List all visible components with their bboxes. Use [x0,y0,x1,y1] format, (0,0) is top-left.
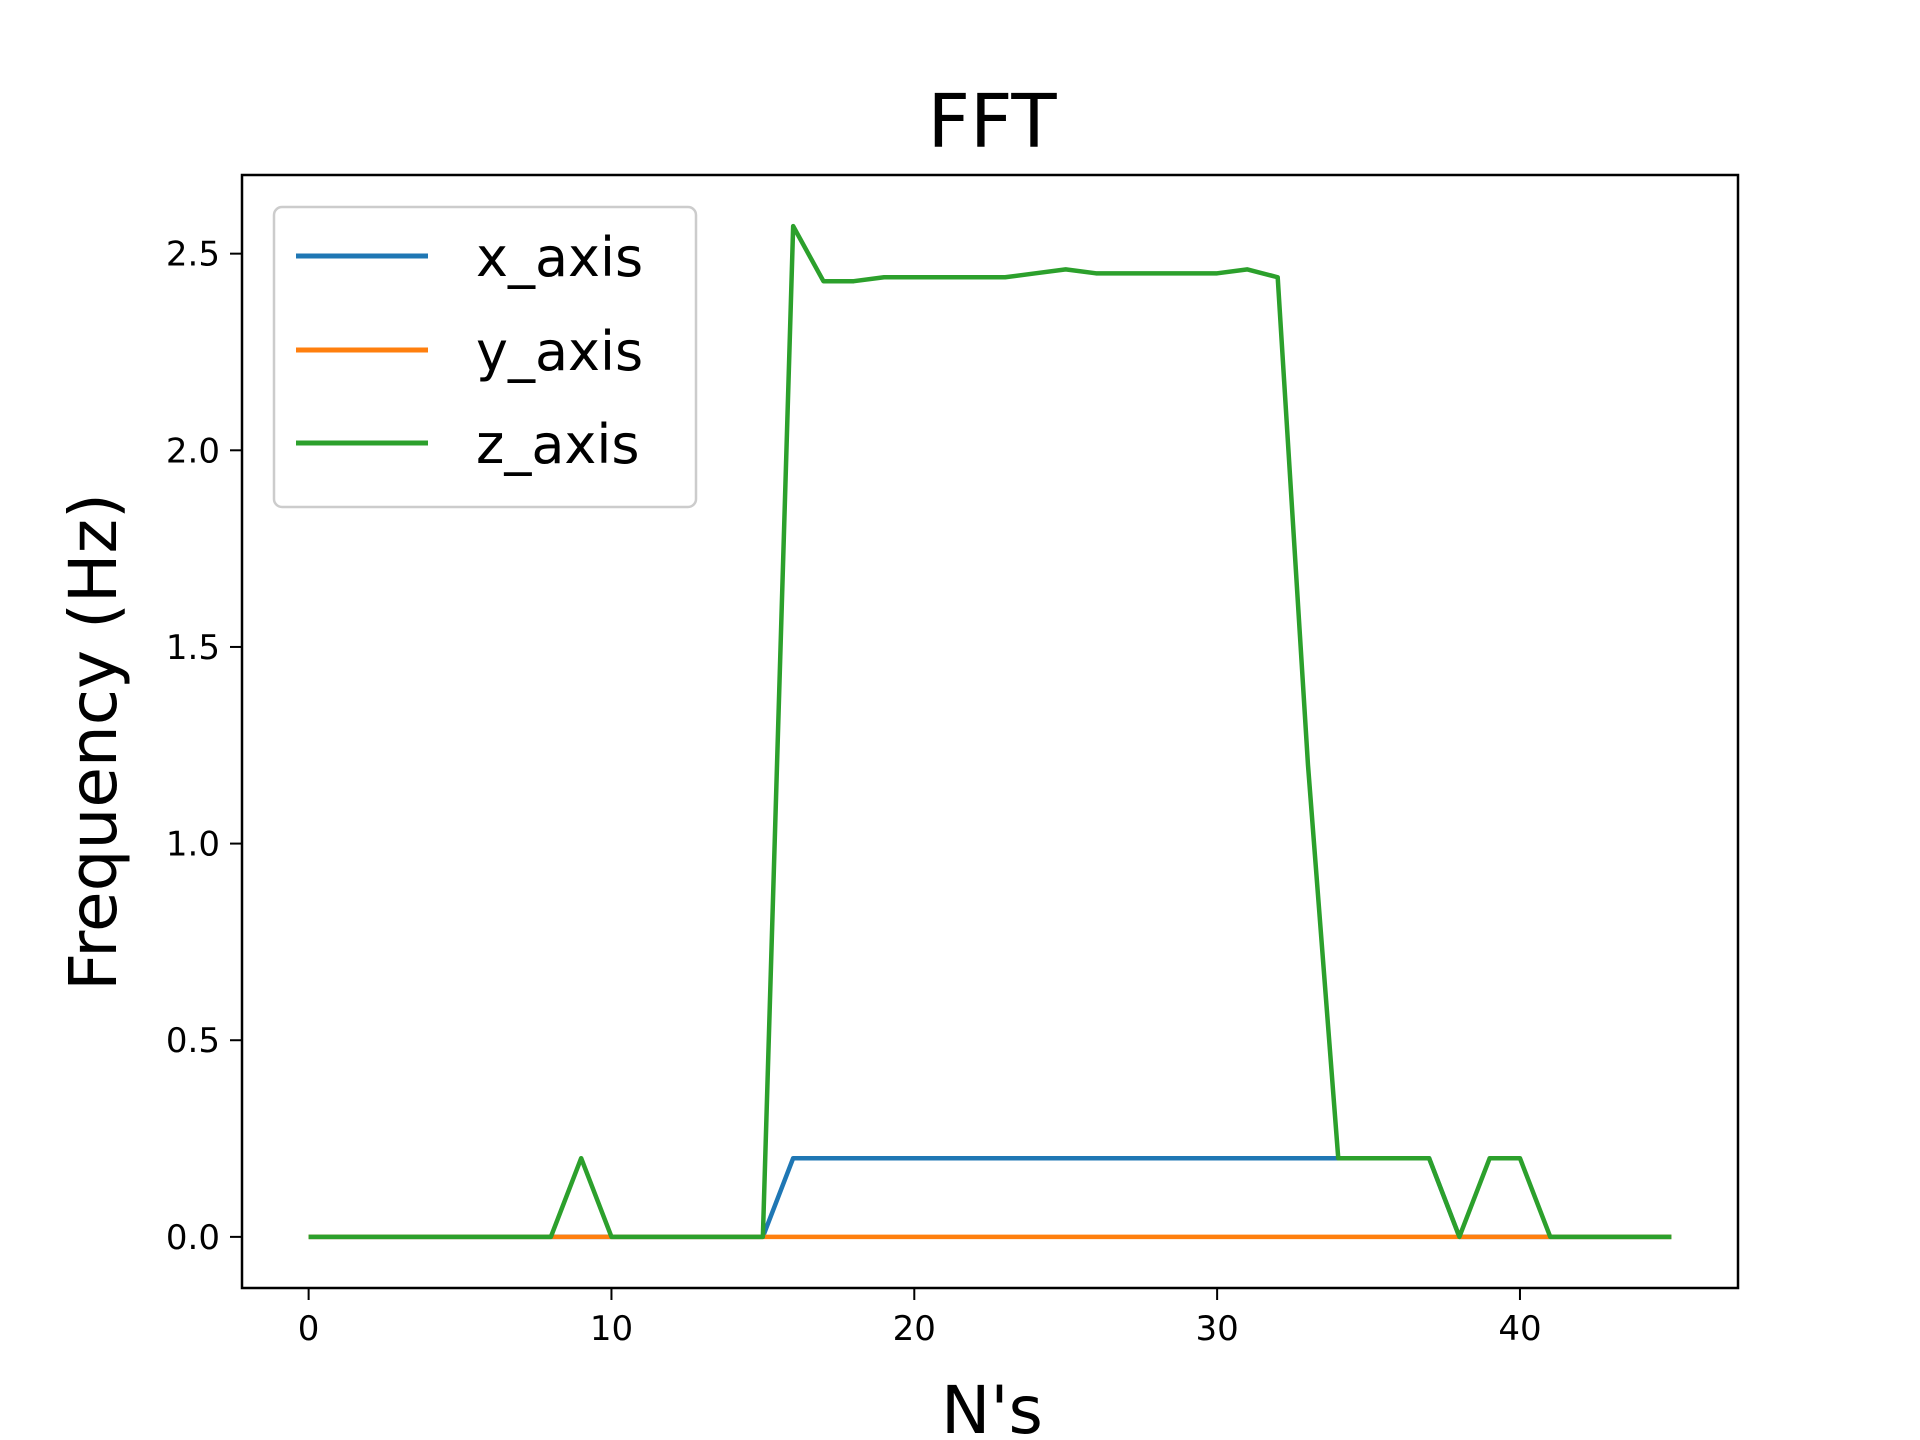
legend-label-x-axis: x_axis [476,226,643,289]
x-tick-label: 20 [893,1309,936,1349]
series-layer [308,223,1672,1240]
series-line-z-axis [308,223,1672,1240]
y-tick-label: 2.0 [166,431,220,471]
legend-box [272,205,698,509]
legend-label-y-axis: y_axis [476,320,643,383]
y-axis-label: Frequency (Hz) [55,493,132,991]
legend: x_axis y_axis z_axis [272,205,698,509]
y-tick-label: 1.0 [166,825,220,865]
legend-label-z-axis: z_axis [476,413,640,476]
chart-title: FFT [927,79,1057,165]
y-tick-label: 2.5 [166,235,220,275]
y-tick-label: 0.5 [166,1021,220,1061]
x-axis-label: N's [941,1372,1043,1440]
plot-frame [240,173,1740,1290]
y-tick-label: 1.5 [166,628,220,668]
x-axis-ticks: 0 10 20 30 40 [298,1288,1542,1349]
y-tick-label: 0.0 [166,1218,220,1258]
x-tick-label: 40 [1498,1309,1541,1349]
x-tick-label: 10 [590,1309,633,1349]
y-axis-ticks: 0.0 0.5 1.0 1.5 2.0 2.5 [166,235,242,1258]
x-tick-label: 30 [1195,1309,1238,1349]
x-tick-label: 0 [298,1309,320,1349]
